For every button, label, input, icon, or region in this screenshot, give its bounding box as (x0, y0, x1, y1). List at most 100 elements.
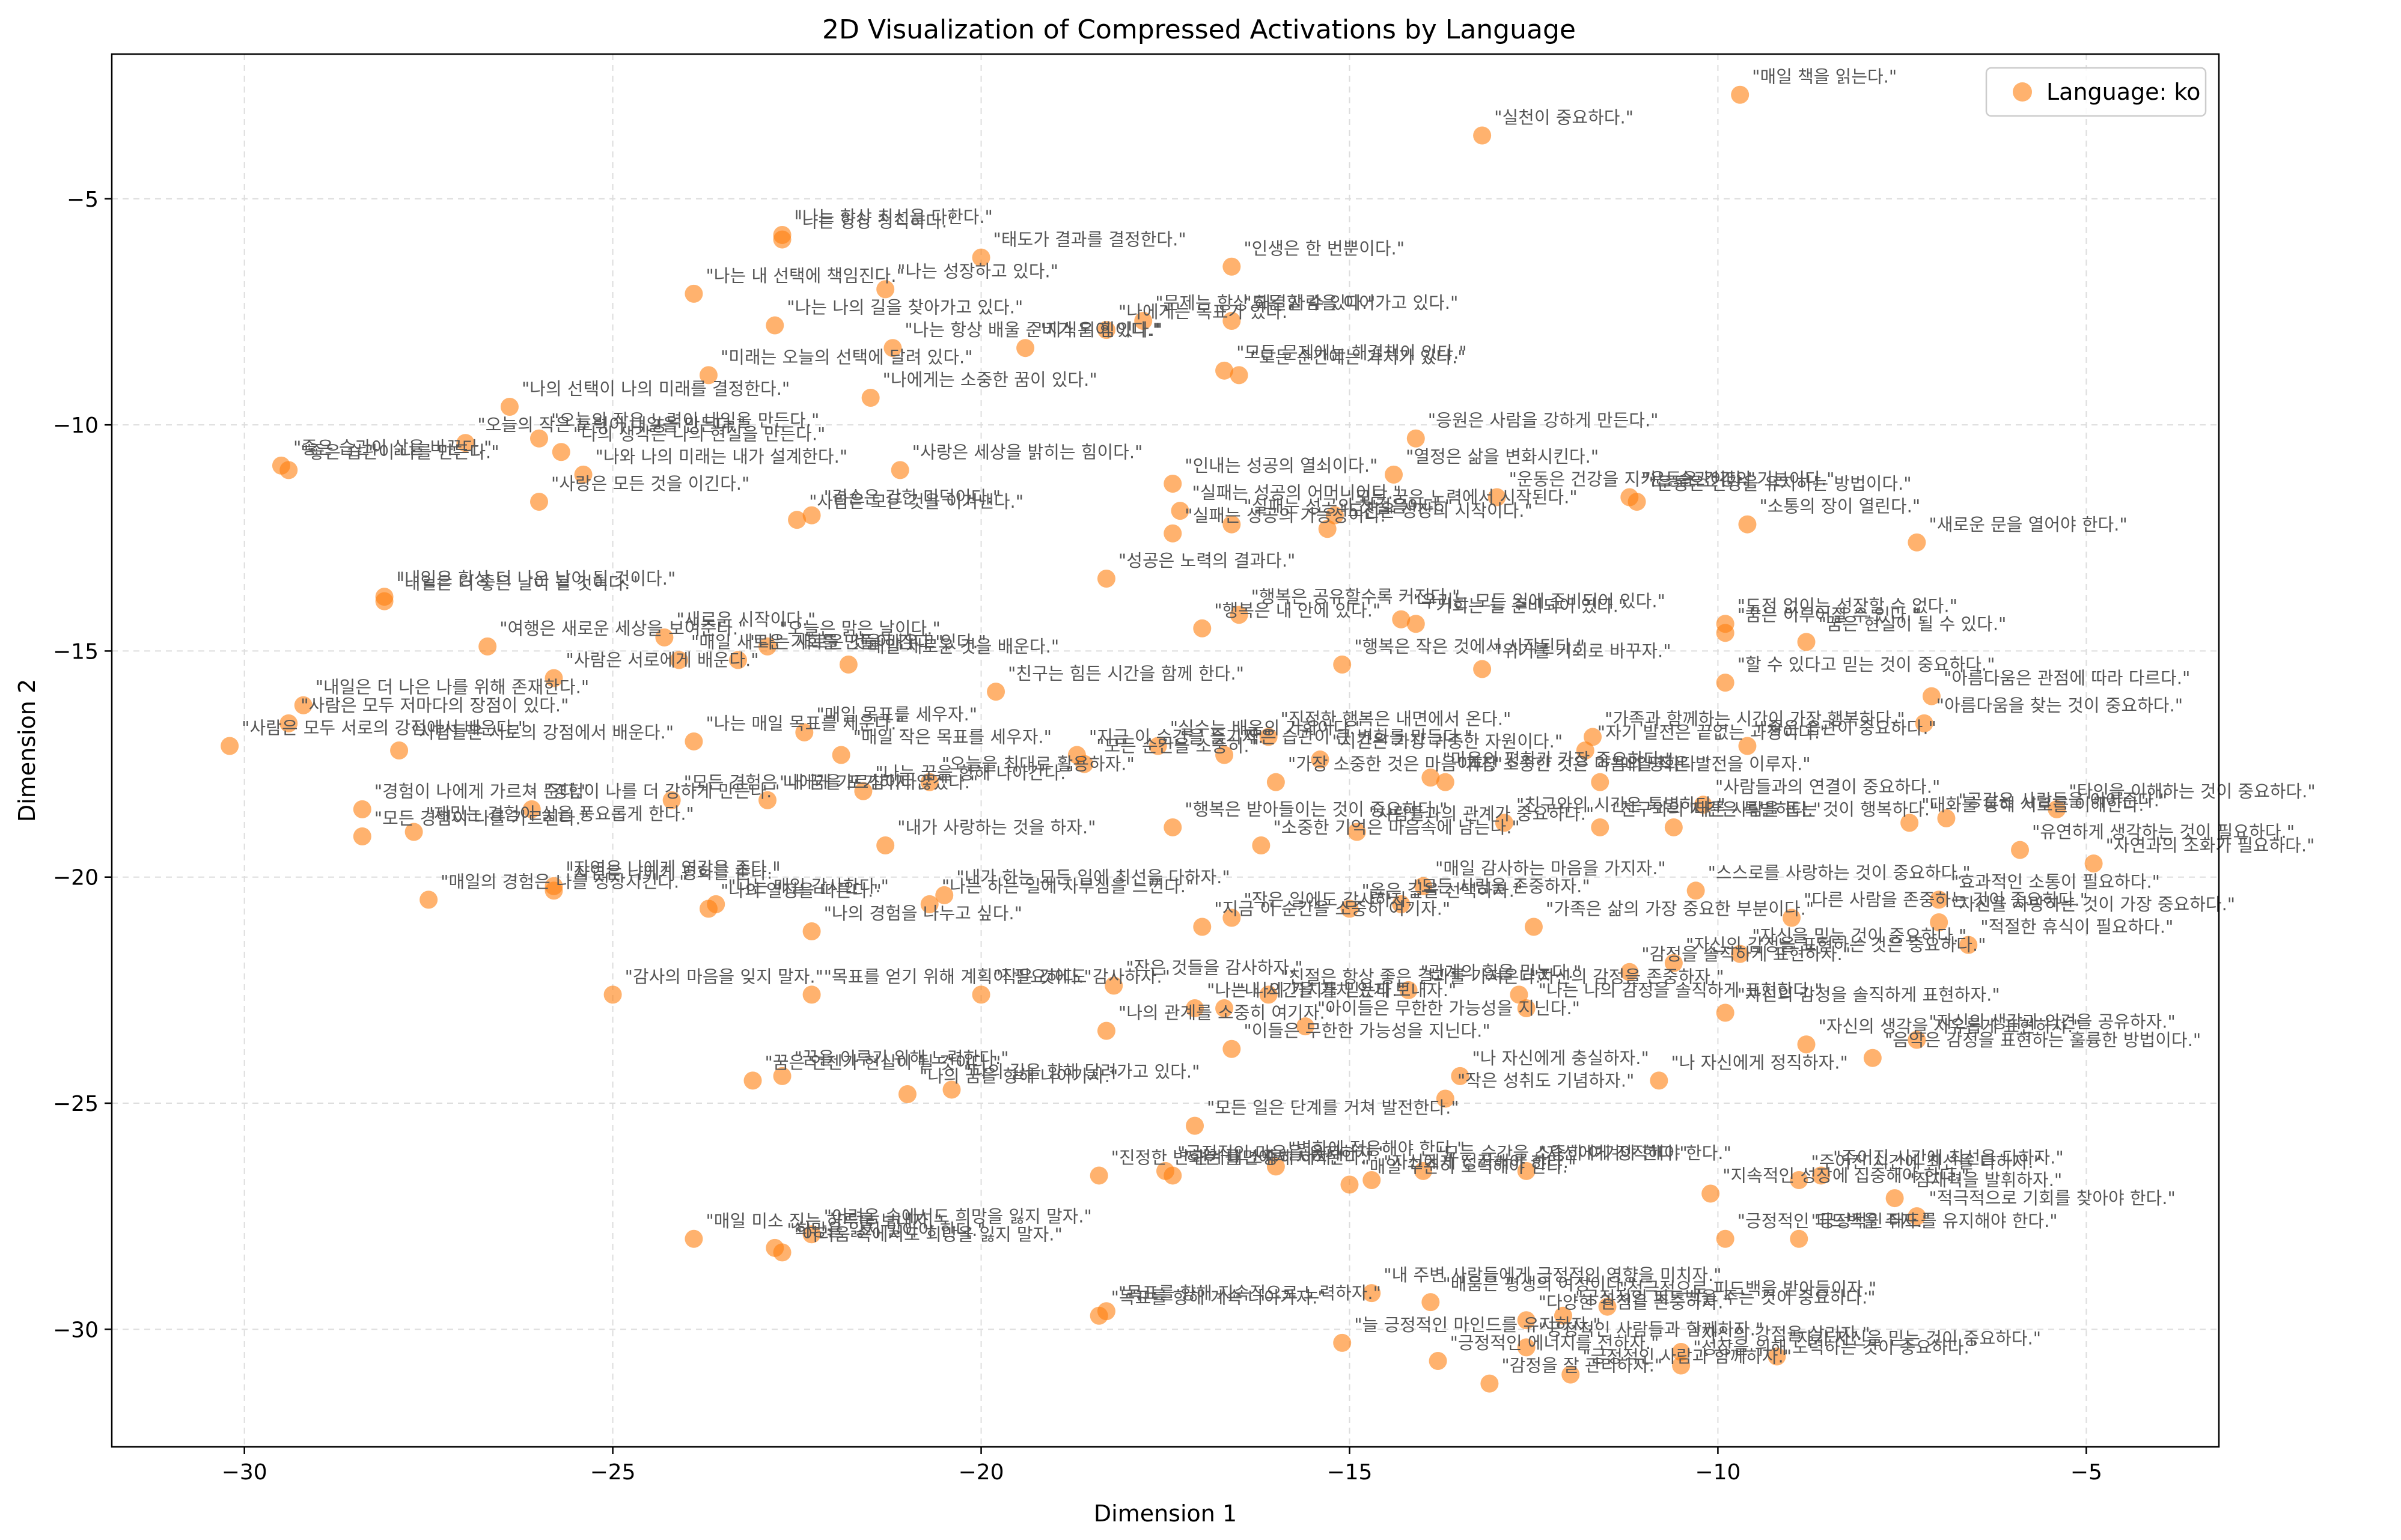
data-point (1620, 963, 1639, 981)
data-point (1554, 1306, 1572, 1325)
data-point (1768, 1347, 1786, 1366)
data-point-label: "매일 미소 짓는 하루를 보내자." (706, 1211, 942, 1231)
data-point (1731, 85, 1750, 104)
data-point-label: "스스로를 사랑하는 것이 중요하다." (1708, 862, 1971, 883)
data-point (1591, 773, 1609, 791)
data-point (1908, 1030, 1926, 1049)
data-point-label: "친구와의 시간은 특별하다." (1612, 799, 1821, 820)
data-point-label: "소중한 기억은 마음속에 남는다." (1273, 817, 1519, 838)
data-point-label: "나의 경험을 나누고 싶다." (824, 903, 1022, 924)
data-point-label: "긍정적인 마음을 유지하자." (1177, 1143, 1387, 1163)
data-point (1686, 881, 1705, 900)
data-point-label: "새로운 시작이다." (676, 609, 816, 630)
data-point (1517, 1338, 1536, 1357)
data-point (279, 461, 298, 479)
data-point (1392, 895, 1411, 913)
data-point (1362, 1170, 1381, 1189)
data-point (545, 669, 563, 687)
data-point-label: "나의 선택이 나의 미래를 결정한다." (522, 379, 790, 399)
data-point (839, 656, 858, 674)
data-point (1215, 999, 1234, 1017)
data-point-label: "모든 문제에는 해결책이 있다." (1236, 342, 1467, 363)
data-point (353, 800, 371, 818)
data-point-label: "나는 꿈을 향해 나아간다." (875, 763, 1073, 784)
data-point (1406, 429, 1425, 448)
data-point (1524, 918, 1543, 936)
grid-lines (112, 54, 2219, 1447)
data-point-label: "나는 내 선택에 책임진다." (706, 266, 904, 286)
data-point (1252, 836, 1271, 855)
data-point-label: "어려움 속에서도 희망을 잃지 말자." (824, 1206, 1092, 1226)
data-point (972, 248, 990, 267)
data-point-label: "변화에 적응해야 한다." (1288, 1138, 1465, 1158)
data-point (574, 465, 593, 484)
data-point (1812, 1166, 1831, 1185)
data-point (603, 985, 622, 1004)
data-point (294, 696, 313, 714)
data-point-label: "자신의 감정을 존중하자." (1531, 966, 1724, 987)
data-point-label: "나 자신에게 정직하자." (1671, 1052, 1847, 1073)
data-point (1510, 985, 1528, 1004)
data-point (743, 1071, 762, 1090)
data-point (1922, 687, 1941, 705)
data-point-label: "인생은 한 번뿐이다." (1243, 239, 1405, 259)
data-point-label: "운동은 건강의 기본이다." (1641, 469, 1834, 490)
data-point-label: "태도가 결과를 결정한다." (993, 230, 1186, 250)
data-point-label: "긍정적인 사람들과 함께하자." (1539, 1319, 1764, 1339)
data-point (1333, 656, 1352, 674)
data-point-label: "나는 매일 감사한다." (728, 876, 889, 896)
data-point-label: "아이들은 무한한 가능성을 지닌다." (1317, 998, 1580, 1018)
data-point (1105, 976, 1123, 995)
data-point (1230, 606, 1248, 624)
data-point (1186, 999, 1204, 1017)
data-point-label: "오늘의 작은 노력이 내일을 만든다." (551, 410, 819, 431)
data-point (854, 782, 873, 800)
data-point (788, 511, 807, 529)
data-point-label: "행복은 공유할수록 커진다." (1251, 586, 1460, 607)
data-point (1487, 488, 1506, 507)
data-point-label: "모든 사람을 이어가고 있다." (1243, 293, 1458, 313)
data-point-label: "성장을 위해 노력하는 것이 중요하다." (1693, 1338, 1977, 1358)
data-point-label: "응원은 사람을 강하게 만든다." (1428, 410, 1659, 431)
data-point-label: "긍정적인 피드백을 주는 것이 중요하다." (1575, 1288, 1876, 1308)
data-point-label: "경험이 나를 더 강하게 만든다." (544, 781, 780, 802)
data-point (1863, 1048, 1882, 1067)
legend: Language: ko (1985, 67, 2207, 117)
data-point (1421, 1293, 1440, 1312)
data-point-label: "실패는 성공의 첫걸음이다." (1243, 496, 1453, 517)
data-point (1436, 773, 1454, 791)
data-point-label: "매일 책을 읽는다." (1752, 67, 1897, 87)
data-point-label: "새로운 문을 열어야 한다." (1929, 514, 2127, 535)
data-point-label: "나는 항상 정직하다." (795, 212, 956, 232)
data-point-label: "자신의 생각을 자유롭게 표현하자." (1819, 1016, 2081, 1036)
data-point (1716, 1003, 1734, 1022)
data-point-label: "나는 항상 최선을 다한다." (795, 207, 993, 227)
data-point (1097, 1302, 1115, 1321)
data-point (773, 226, 792, 245)
data-point (522, 800, 541, 818)
data-point (1701, 1184, 1720, 1203)
data-point (802, 922, 821, 941)
data-point-label: "모든 경험은 나에게 가르침이다." (684, 772, 930, 793)
data-point-label: "작은 습관이 큰 변화를 만든다." (1236, 727, 1472, 747)
data-point-label: "감정을 잘 관리하자." (1501, 1356, 1662, 1376)
data-point (1664, 954, 1683, 972)
y-axis-label: Dimension 2 (14, 679, 40, 822)
data-point-label: "사람들과의 연결이 중요하다." (1715, 776, 1941, 797)
data-point-label: "친절은 항상 좋은 결과를 가져온다." (1281, 966, 1549, 987)
data-point-label: "매일의 경험은 나를 성장시킨다." (441, 871, 687, 892)
data-point-label: "자신에게 정직해야 한다." (1539, 1143, 1731, 1163)
x-tick-label: −25 (590, 1460, 636, 1485)
data-point-label: "실천이 중요하다." (1494, 107, 1634, 127)
data-point (802, 985, 821, 1004)
data-point (1385, 465, 1403, 484)
data-point-label: "나는 나의 가치를 믿는다." (1207, 980, 1405, 1000)
data-point-label: "미래는 오늘의 선택에 달려 있다." (721, 347, 973, 367)
data-point (530, 493, 549, 511)
data-point-label: "나는 매일 목표를 세운다." (706, 713, 904, 734)
data-point-label: "실패는 성공의 어머니이다." (1192, 482, 1402, 503)
data-point-label: "적극적으로 피드백을 받아들이자." (1620, 1279, 1877, 1299)
data-point-label: "자연과의 조화가 필요하다." (2106, 835, 2315, 856)
y-tick-label: −5 (67, 187, 99, 212)
data-point (1097, 1021, 1115, 1040)
